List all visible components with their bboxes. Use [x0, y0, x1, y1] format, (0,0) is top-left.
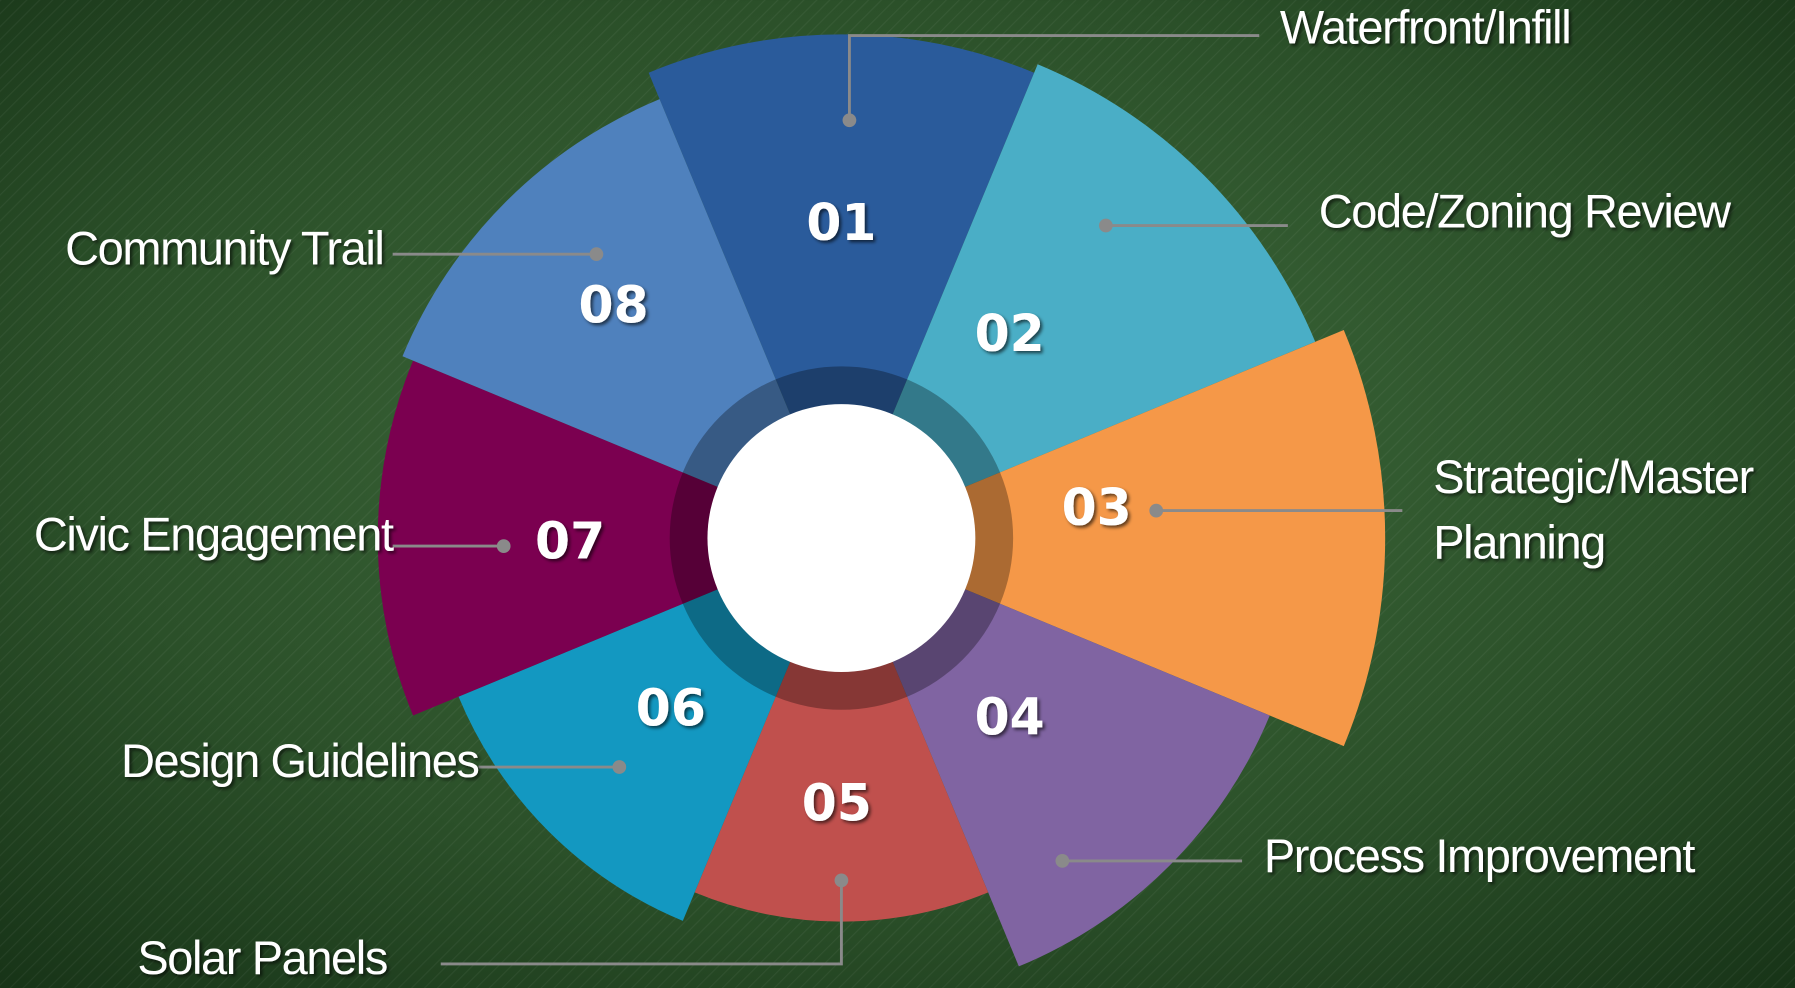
segment-label: Process Improvement	[1264, 830, 1696, 882]
leader-dot	[835, 873, 849, 887]
leader-dot	[612, 760, 626, 774]
leader-dot	[843, 113, 857, 127]
segment-label: Community Trail	[65, 222, 383, 274]
segment-number: 06	[636, 679, 706, 738]
segment-label: Code/Zoning Review	[1319, 186, 1731, 238]
segment-number: 01	[806, 193, 876, 252]
segment-label: Planning	[1433, 516, 1605, 568]
segment-label: Civic Engagement	[34, 508, 394, 560]
segment-number: 04	[975, 688, 1045, 747]
segment-number: 03	[1062, 478, 1132, 537]
segment-label: Solar Panels	[137, 932, 387, 984]
segment-label: Strategic/Master	[1433, 451, 1753, 503]
leader-dot	[1055, 854, 1069, 868]
leader-dot	[590, 247, 604, 261]
diagram: 01 02 03 04 05 06 07 08 Waterfront/Infill Code/Z…	[0, 0, 1795, 988]
segment-label: Design Guidelines	[121, 735, 478, 787]
leader-dot	[1099, 219, 1113, 233]
center-circle	[707, 404, 975, 672]
leader-dot	[497, 539, 511, 553]
leader-dot	[1149, 504, 1163, 518]
segment-label: Waterfront/Infill	[1280, 1, 1570, 53]
segment-number: 02	[975, 304, 1045, 363]
segment-number: 07	[535, 511, 605, 570]
segment-number: 05	[802, 774, 872, 833]
segment-number: 08	[579, 276, 649, 335]
